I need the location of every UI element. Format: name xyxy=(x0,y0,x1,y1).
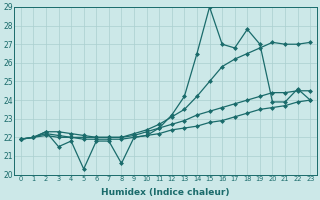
X-axis label: Humidex (Indice chaleur): Humidex (Indice chaleur) xyxy=(101,188,230,197)
